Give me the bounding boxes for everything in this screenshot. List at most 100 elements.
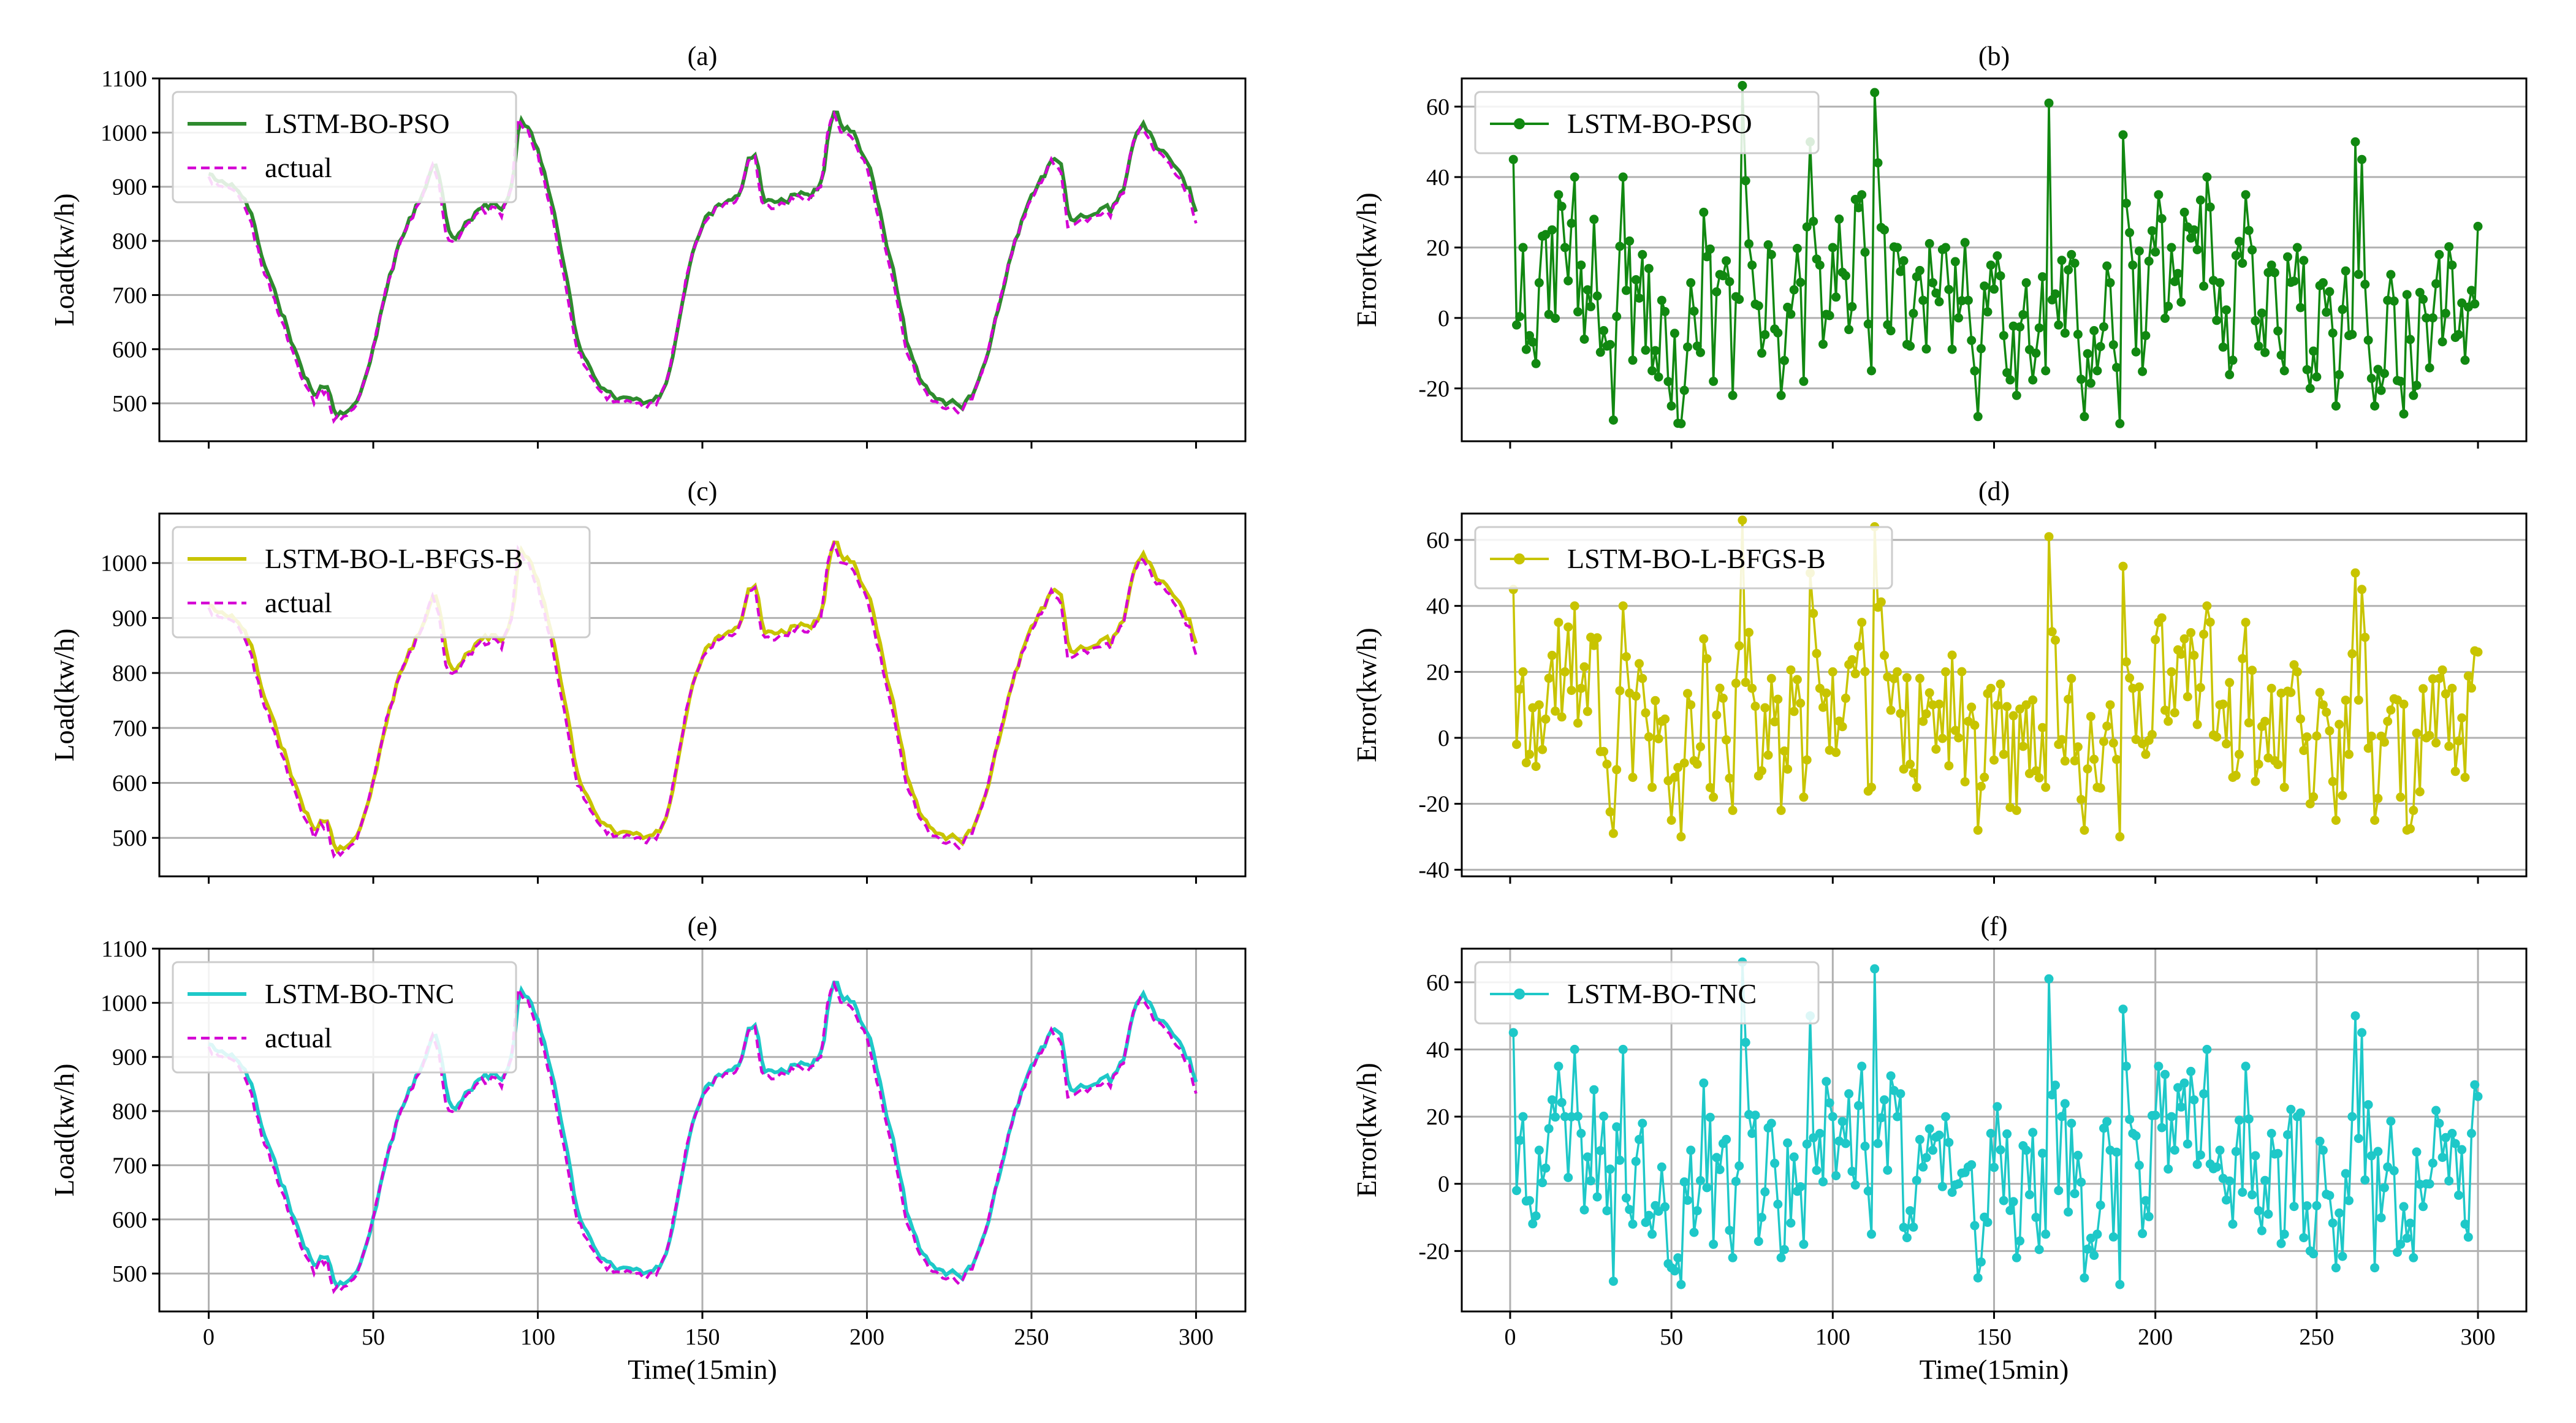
error-point xyxy=(1853,1101,1863,1110)
error-point xyxy=(2076,1177,2086,1187)
error-point xyxy=(1709,376,1719,386)
error-point xyxy=(1741,176,1750,186)
error-point xyxy=(2118,130,2128,140)
error-point xyxy=(1996,679,2005,689)
error-point xyxy=(1635,659,1644,669)
error-point xyxy=(1779,746,1789,756)
error-point xyxy=(1654,1207,1663,1216)
error-point xyxy=(2199,281,2209,291)
error-point xyxy=(2263,268,2273,278)
error-point xyxy=(1809,216,1818,226)
error-point xyxy=(2238,654,2247,664)
error-point xyxy=(1651,346,1660,355)
error-point xyxy=(2141,331,2151,341)
y-tick-label: 40 xyxy=(1426,165,1449,191)
panel-d: -40 -20 0 20 40 60 (d) Error(kw/h) LSTM-BO-L-BFG… xyxy=(1351,476,2528,884)
error-point xyxy=(2225,1176,2235,1186)
error-point xyxy=(1847,302,1857,311)
y-tick-label: 60 xyxy=(1426,970,1449,996)
error-point xyxy=(1663,377,1673,387)
error-point xyxy=(2467,286,2476,295)
error-point xyxy=(1880,1095,1889,1105)
legend-box xyxy=(1474,91,1820,154)
error-point xyxy=(2473,1091,2483,1101)
error-point xyxy=(1980,281,1989,291)
error-point xyxy=(1576,683,1586,693)
error-point xyxy=(2406,335,2415,344)
error-point xyxy=(2418,294,2428,304)
error-point xyxy=(2283,1130,2292,1140)
error-point xyxy=(1950,726,1960,735)
error-point xyxy=(1560,667,1570,677)
y-tick-label: 900 xyxy=(112,175,147,200)
error-point xyxy=(2247,666,2257,675)
x-tick-label: 300 xyxy=(2461,1324,2496,1350)
error-point xyxy=(2283,252,2292,262)
error-point xyxy=(2183,692,2192,702)
error-point xyxy=(2008,711,2018,721)
error-point xyxy=(2128,260,2138,270)
error-point xyxy=(2276,351,2286,360)
error-point xyxy=(2160,313,2170,323)
error-point xyxy=(1896,708,1905,718)
error-point xyxy=(1547,1095,1557,1105)
error-point xyxy=(2292,243,2302,252)
x-tick-label: 150 xyxy=(685,1324,720,1350)
error-point xyxy=(2322,307,2331,317)
error-point xyxy=(1521,344,1531,354)
error-point xyxy=(2266,683,2276,693)
error-point xyxy=(1705,244,1715,254)
error-point xyxy=(2441,308,2450,318)
error-point xyxy=(1531,762,1541,772)
error-point xyxy=(2086,712,2095,721)
y-tick-label: 0 xyxy=(1438,306,1449,332)
error-point xyxy=(2054,1186,2064,1196)
error-point xyxy=(2095,1201,2105,1210)
error-point xyxy=(1576,260,1586,270)
error-point xyxy=(2254,341,2263,351)
error-point xyxy=(1702,252,1712,262)
error-point xyxy=(1873,1139,1883,1148)
error-point xyxy=(1857,618,1867,628)
y-tick-label: 60 xyxy=(1426,94,1449,120)
error-point xyxy=(2467,683,2476,693)
error-point xyxy=(1631,691,1641,701)
error-point xyxy=(2434,674,2444,683)
error-point xyxy=(1850,669,1860,678)
error-point xyxy=(2260,347,2270,357)
error-point xyxy=(1538,1178,1548,1188)
error-point xyxy=(2357,154,2367,164)
y-tick-label: 1100 xyxy=(101,936,147,962)
error-point xyxy=(2118,1004,2128,1014)
error-point xyxy=(1666,816,1676,825)
error-point xyxy=(2473,221,2483,231)
error-point xyxy=(2205,617,2215,627)
error-point xyxy=(2021,700,2031,710)
error-point xyxy=(1921,344,1931,354)
error-point xyxy=(2222,1195,2231,1205)
error-point xyxy=(1666,401,1676,411)
error-point xyxy=(1905,1206,1915,1216)
error-point xyxy=(2357,585,2367,594)
error-point xyxy=(2399,409,2409,419)
error-point xyxy=(1715,1165,1725,1174)
error-point xyxy=(1647,1229,1657,1239)
error-point xyxy=(2325,726,2335,736)
error-point xyxy=(2115,1280,2125,1289)
error-point xyxy=(1689,306,1699,316)
error-point xyxy=(2406,1218,2415,1228)
error-point xyxy=(1592,633,1602,643)
error-point xyxy=(1909,1222,1918,1232)
y-axis-label: Error(kw/h) xyxy=(1351,628,1382,762)
error-point xyxy=(2083,349,2092,359)
error-point xyxy=(1621,652,1631,662)
error-point xyxy=(1647,366,1657,376)
error-point xyxy=(2212,732,2222,742)
error-point xyxy=(1750,702,1760,711)
error-point xyxy=(1618,601,1628,611)
error-point xyxy=(1551,313,1560,323)
error-point xyxy=(2067,249,2076,259)
error-point xyxy=(1773,328,1783,338)
error-point xyxy=(2402,290,2412,300)
y-tick-label: 700 xyxy=(112,1153,147,1178)
